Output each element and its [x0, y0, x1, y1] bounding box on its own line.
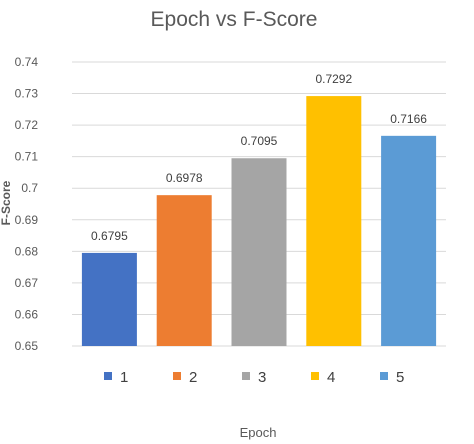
- bar-epoch-2: [156, 195, 212, 346]
- y-axis-ticks: 0.65 0.66 0.67 0.68 0.69 0.7 0.71 0.72 0.73 0.74: [15, 55, 39, 353]
- data-label: 0.6978: [166, 171, 203, 185]
- legend-swatch: [380, 372, 388, 380]
- legend-label: 5: [396, 369, 404, 386]
- data-labels: 0.6795 0.6978 0.7095 0.7292 0.7166: [91, 72, 427, 243]
- x-axis-title: Epoch: [240, 425, 277, 440]
- bar-epoch-1: [81, 252, 137, 346]
- y-tick-label: 0.71: [15, 150, 39, 164]
- data-label: 0.7166: [390, 112, 427, 126]
- y-tick-label: 0.69: [15, 213, 39, 227]
- chart-title: Epoch vs F-Score: [151, 8, 318, 31]
- y-axis-title: F-Score: [0, 180, 13, 225]
- legend-label: 2: [189, 369, 197, 386]
- data-label: 0.7292: [315, 72, 352, 86]
- legend: 1 2 3 4 5: [104, 369, 404, 386]
- y-tick-label: 0.72: [15, 118, 39, 132]
- bars: [81, 96, 437, 346]
- bar-epoch-3: [231, 158, 287, 346]
- data-label: 0.7095: [241, 134, 278, 148]
- bar-epoch-4: [306, 96, 362, 346]
- y-tick-label: 0.73: [15, 87, 39, 101]
- data-label: 0.6795: [91, 229, 128, 243]
- legend-swatch: [311, 372, 319, 380]
- y-tick-label: 0.65: [15, 339, 39, 353]
- y-tick-label: 0.68: [15, 244, 39, 258]
- y-tick-label: 0.7: [21, 181, 38, 195]
- legend-swatch: [173, 372, 181, 380]
- legend-label: 4: [327, 369, 335, 386]
- bar-epoch-5: [381, 135, 437, 346]
- legend-label: 1: [120, 369, 128, 386]
- y-tick-label: 0.74: [15, 55, 39, 69]
- y-tick-label: 0.66: [15, 307, 39, 321]
- legend-swatch: [242, 372, 250, 380]
- y-tick-label: 0.67: [15, 276, 39, 290]
- legend-label: 3: [258, 369, 266, 386]
- legend-swatch: [104, 372, 112, 380]
